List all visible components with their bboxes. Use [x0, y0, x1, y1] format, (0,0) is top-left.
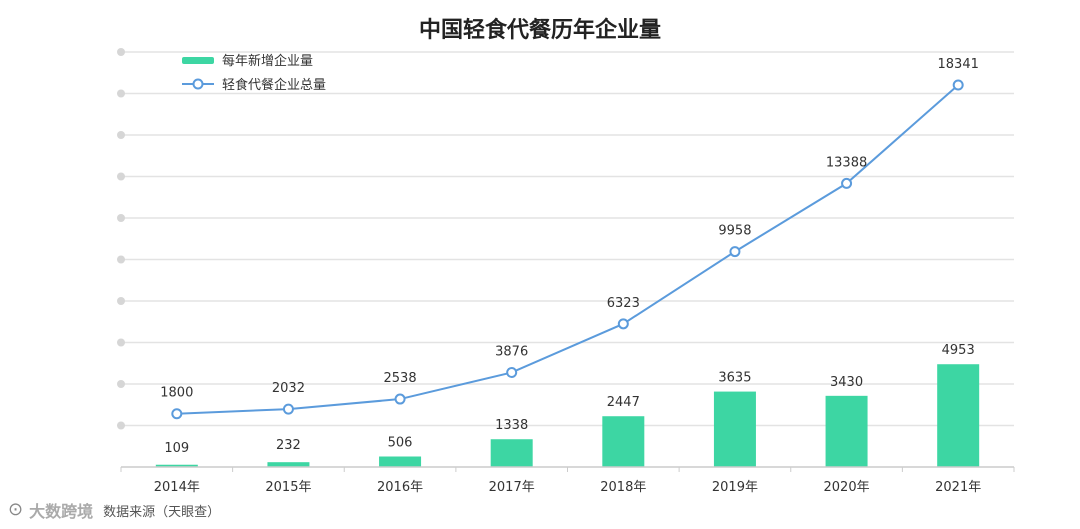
footer: ⊙ 大数跨境 数据来源（天眼查）: [8, 496, 220, 524]
line-point: [841, 177, 853, 189]
bar: [602, 416, 645, 467]
grid-layer: [117, 48, 1014, 430]
bar: [155, 464, 198, 467]
bar-data-label: 4953: [942, 343, 975, 358]
line-data-label: 2032: [272, 381, 305, 396]
line-point: [506, 366, 518, 378]
bar: [379, 456, 422, 467]
x-tick-label: 2019年: [712, 480, 758, 495]
bar: [713, 391, 756, 467]
grid-dot: [117, 380, 125, 388]
x-tick-label: 2021年: [935, 480, 981, 495]
chart-title: 中国轻食代餐历年企业量: [418, 18, 661, 43]
x-tick-label: 2020年: [824, 480, 870, 495]
grid-dot: [117, 48, 125, 56]
grid-dot: [117, 172, 125, 181]
total-series-line: [176, 84, 959, 415]
line-data-label: 3876: [495, 344, 528, 359]
line-data-label: 9958: [718, 224, 751, 239]
x-tick-label: 2017年: [489, 480, 535, 495]
line-point: [952, 79, 964, 91]
bar-data-label: 506: [388, 436, 413, 451]
line-data-label: 1800: [160, 386, 193, 401]
label-layer: 109 232 506 1338 2447 3635 3430 4953 1800 2032 253…: [160, 57, 979, 456]
line-point: [394, 393, 406, 405]
line-point: [171, 408, 183, 420]
legend-label-bars: 每年新增企业量: [222, 53, 313, 69]
axis-layer: 2014年 2015年 2016年 2017年 2018年 2019年 2020年 2021年: [120, 466, 1015, 495]
x-tick-label: 2015年: [265, 480, 311, 495]
bar: [825, 395, 868, 467]
x-tick-label: 2014年: [154, 480, 200, 495]
grid-dot: [117, 131, 125, 139]
grid-dot: [117, 297, 125, 305]
line-data-label: 18341: [938, 57, 979, 72]
bar-data-label: 2447: [607, 395, 640, 410]
grid-dot: [117, 338, 125, 347]
source-note: 数据来源（天眼查）: [103, 504, 221, 520]
line-layer: [171, 79, 964, 420]
grid-dot: [117, 421, 125, 430]
legend-marker-line: [192, 78, 204, 90]
bar-layer: [155, 364, 980, 467]
legend: 每年新增企业量 轻食代餐企业总量: [182, 53, 326, 93]
bar: [267, 462, 310, 467]
grid-dot: [117, 214, 125, 222]
bar-data-label: 3635: [718, 371, 751, 386]
line-data-label: 2538: [384, 371, 417, 386]
x-tick-label: 2016年: [377, 480, 423, 495]
bar: [937, 364, 980, 467]
grid-dot: [117, 255, 125, 264]
bar: [490, 439, 533, 467]
grid-dot: [117, 89, 125, 98]
bar-data-label: 232: [276, 438, 301, 453]
line-point: [617, 318, 629, 330]
brand-logo-icon: ⊙: [8, 499, 24, 520]
legend-label-line: 轻食代餐企业总量: [222, 77, 326, 93]
bar-data-label: 3430: [830, 375, 863, 390]
line-point: [282, 403, 294, 415]
bar-data-label: 1338: [495, 418, 528, 433]
line-point: [729, 246, 741, 258]
brand-name: 大数跨境: [29, 502, 94, 521]
x-tick-label: 2018年: [600, 480, 646, 495]
line-data-label: 6323: [607, 296, 640, 311]
bar-data-label: 109: [164, 441, 189, 456]
legend-swatch-bars: [182, 57, 214, 64]
line-data-label: 13388: [826, 155, 867, 170]
